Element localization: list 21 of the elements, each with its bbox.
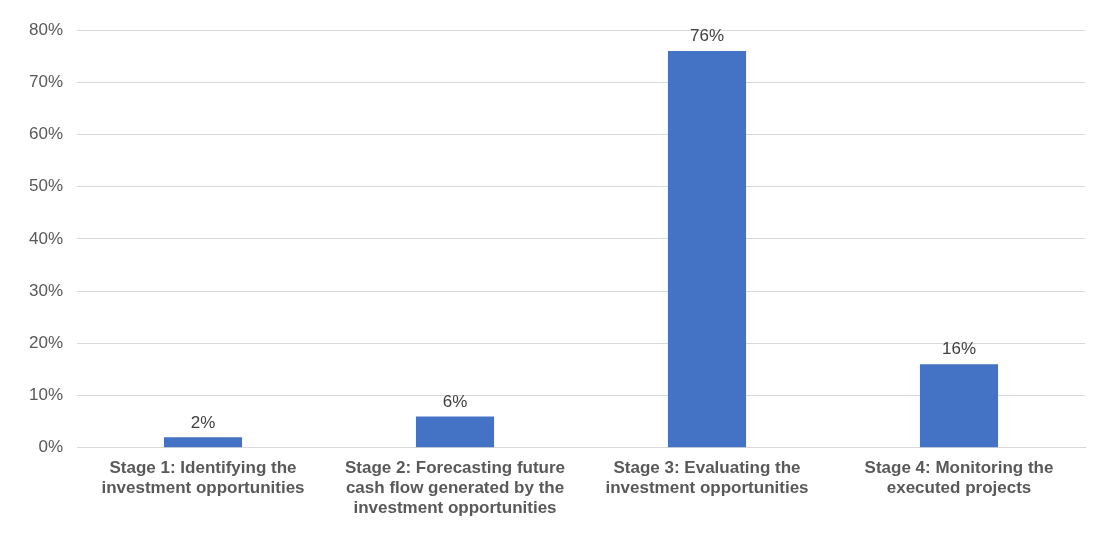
y-tick-label: 0% [38,437,64,457]
x-tick-label: Stage 4: Monitoring the executed projects [864,457,1054,498]
y-tick-label: 10% [28,385,64,405]
data-label: 2% [190,412,216,432]
bar [919,364,999,448]
data-label: 16% [941,339,977,359]
y-tick-label: 80% [28,19,64,39]
data-label: 6% [442,391,468,411]
y-tick-label: 60% [28,124,64,144]
y-tick-label: 40% [28,228,64,248]
x-tick-label: Stage 1: Identifying the investment opportunities [101,457,305,498]
x-tick-label: Stage 2: Forecasting future cash flow generated by the investment opportunities [344,457,566,518]
bar [415,416,495,448]
y-tick-label: 70% [28,71,64,91]
bar [163,437,243,448]
y-tick-label: 50% [28,176,64,196]
bar [667,50,747,448]
x-tick-label: Stage 3: Evaluating the investment opportunities [605,457,809,498]
data-label: 76% [689,26,725,46]
y-tick-label: 20% [28,333,64,353]
y-tick-label: 30% [28,280,64,300]
